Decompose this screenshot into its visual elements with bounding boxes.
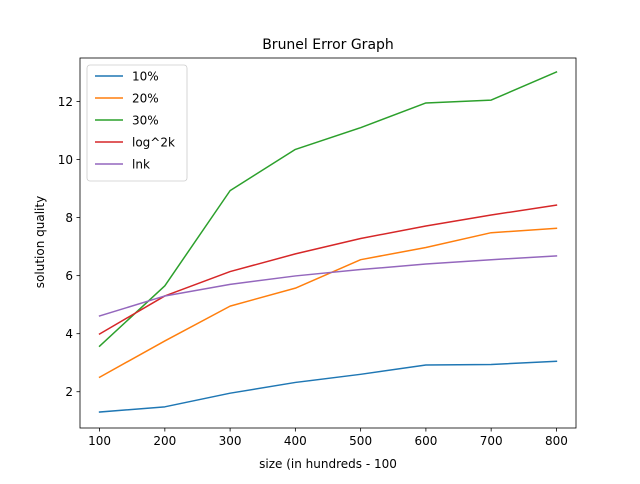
x-tick-label-7: 800 [545, 434, 568, 448]
y-tick-label-0: 2 [65, 385, 73, 399]
legend-label-0: 10% [132, 70, 159, 84]
x-tick-label-6: 700 [480, 434, 503, 448]
series-line-4 [98, 255, 558, 317]
legend-label-1: 20% [132, 92, 159, 106]
legend-label-3: log^2k [132, 136, 175, 150]
x-tick-label-0: 100 [88, 434, 111, 448]
axes-frame [79, 57, 577, 429]
series-line-2 [98, 70, 558, 348]
y-axis-label: solution quality [33, 196, 47, 288]
chart-title: Brunel Error Graph [262, 37, 394, 53]
y-tick-label-2: 6 [65, 269, 73, 283]
x-axis-label: size (in hundreds - 100 [259, 457, 397, 471]
y-tick-label-4: 10 [58, 153, 73, 167]
y-tick-label-5: 12 [58, 95, 73, 109]
series-line-1 [98, 227, 558, 379]
x-tick-label-1: 200 [153, 434, 176, 448]
legend: 10% 20% 30% log^2k lnk [86, 64, 188, 182]
x-tick-label-5: 600 [414, 434, 437, 448]
legend-label-2: 30% [132, 114, 159, 128]
axes: 100 200 300 400 500 600 700 800 2 4 6 8 10 12 [58, 57, 577, 448]
y-tick-label-3: 8 [65, 211, 73, 225]
y-tick-label-1: 4 [65, 327, 73, 341]
legend-box [86, 64, 188, 182]
legend-label-4: lnk [132, 158, 150, 172]
series-line-3 [98, 204, 558, 336]
series-line-0 [98, 360, 558, 413]
plot-lines [98, 70, 558, 413]
x-tick-label-3: 400 [284, 434, 307, 448]
x-tick-label-2: 300 [219, 434, 242, 448]
x-tick-label-4: 500 [349, 434, 372, 448]
